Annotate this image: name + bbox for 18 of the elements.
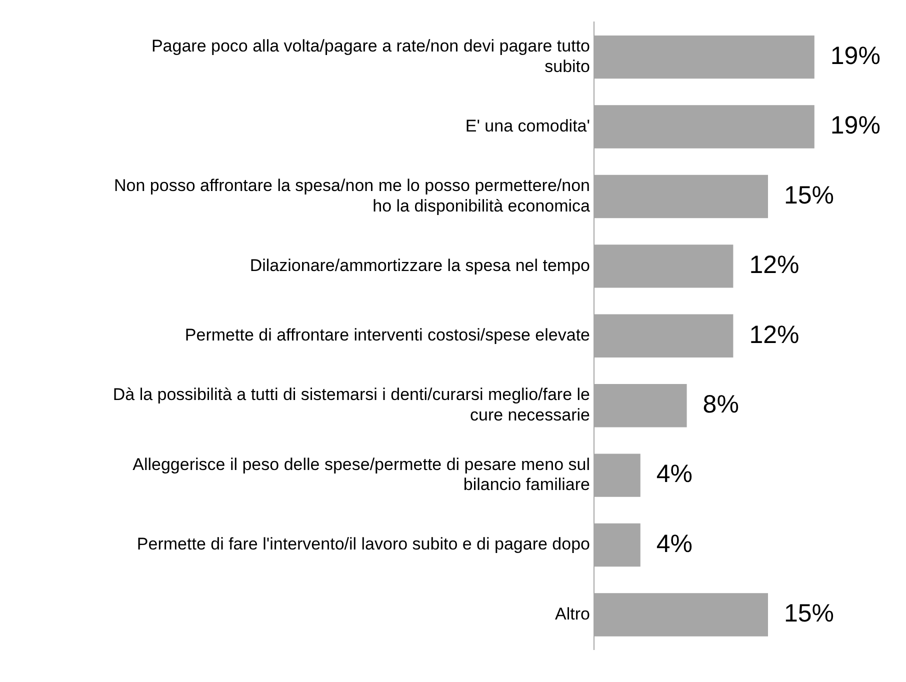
data-label: 15% [784,600,834,628]
y-tick-label: Pagare poco alla volta/pagare a rate/non devi pagare tutto subito [151,36,590,76]
data-label: 19% [830,42,880,70]
y-tick-label: Permette di fare l'intervento/il lavoro subito e di pagare dopo [136,534,590,554]
y-tick-label: Dilazionare/ammortizzare la spesa nel tempo [250,256,590,275]
data-label: 8% [702,390,739,418]
data-label: 19% [830,112,880,140]
y-tick-label: E' una comodita' [465,116,590,136]
y-tick-label: Dà la possibilità a tutti di sistemarsi i denti/curarsi meglio/fare le cure necessarie [112,385,590,424]
data-label: 15% [784,181,834,210]
data-label: 4% [656,530,693,558]
y-tick-label: Permette di affrontare interventi costosi/spese elevate [184,326,590,345]
y-tick-label: Non posso affrontare la spesa/non me lo posso permettere/non ho la disponibilità economica [114,176,591,216]
data-label: 4% [656,460,693,488]
y-tick-label: Altro [555,604,590,624]
y-tick-label: Alleggerisce il peso delle spese/permette di pesare meno sul bilancio familiare [132,454,590,494]
data-label: 12% [749,320,800,349]
data-label: 12% [749,251,800,280]
